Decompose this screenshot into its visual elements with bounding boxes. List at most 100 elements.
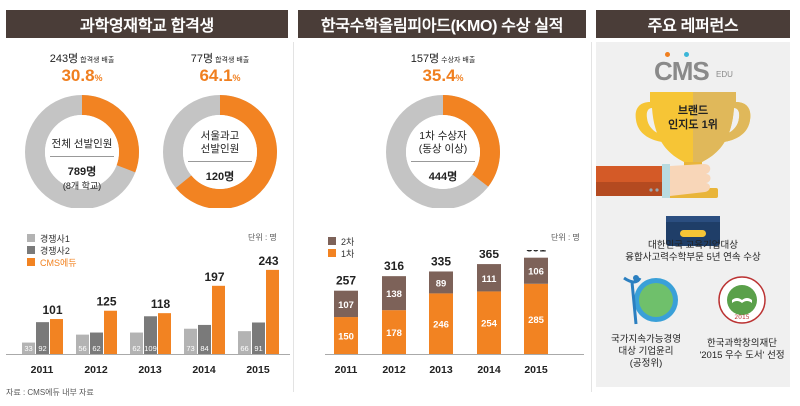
- bar-경쟁사1-2013: [130, 332, 143, 354]
- bar-경쟁사2-2015: [252, 322, 265, 354]
- donut-slice-highlight: [81, 95, 139, 173]
- legend-item-round2: 2차: [328, 235, 354, 247]
- donut-caption-text: 수상자 배출: [439, 57, 476, 64]
- legend-item-competitor2: 경쟁사2: [27, 244, 77, 256]
- bar-value-label: 285: [528, 315, 545, 326]
- kmo-panel: 한국수학올림피아드(KMO) 수상 실적: [298, 10, 586, 38]
- refs-content: CMS EDU 브랜드 인지도 1위 대한민국 교육기업대상 융합사고력수학부문…: [596, 42, 790, 387]
- science-foundation-seal-icon: 2015: [718, 276, 766, 324]
- bar-2차-2014: [477, 264, 501, 292]
- legend-item-cms: CMS에듀: [27, 256, 77, 268]
- donut-center-label-2: 선발인원: [200, 143, 240, 155]
- science-chart-legend: 경쟁사1 경쟁사2 CMS에듀: [27, 232, 77, 268]
- science-bar-chart: 33 92 101 2011 56 62 125 2012 62 109 118 2013 73 84 19…: [6, 254, 290, 376]
- donut-caption-number: 157명: [410, 53, 440, 65]
- bar-CMS에듀-2014: [212, 285, 225, 354]
- bar-total-label: 197: [204, 270, 224, 284]
- bar-value-label: 138: [386, 289, 402, 300]
- bar-value-label: 150: [338, 332, 354, 343]
- bar-1차-2012: [382, 310, 406, 354]
- donut-center-label: 서울과고: [200, 130, 240, 142]
- bar-value-label: 56: [78, 344, 86, 353]
- sustainability-award-icon: [623, 275, 678, 325]
- bar-value-label: 84: [200, 344, 208, 353]
- bar-value-label: 109: [144, 344, 157, 353]
- x-tick-label: 2014: [477, 364, 501, 376]
- source-note: 자료 : CMS에듀 내부 자료: [6, 388, 94, 397]
- bar-total-label: 243: [258, 254, 278, 268]
- bar-2차-2015: [524, 257, 548, 284]
- x-tick-label: 2011: [335, 364, 358, 376]
- bar-value-label: 178: [386, 328, 402, 339]
- refs-panel-title: 주요 레퍼런스: [596, 10, 790, 38]
- bar-value-label: 106: [528, 267, 544, 278]
- refs-panel: 주요 레퍼런스: [596, 10, 790, 38]
- x-tick-label: 2011: [31, 364, 54, 376]
- bar-total-label: 118: [151, 297, 171, 311]
- bar-2차-2012: [382, 276, 406, 311]
- svg-text:2015: 2015: [734, 314, 749, 321]
- bar-value-label: 62: [92, 344, 100, 353]
- donut-chart: [25, 95, 139, 208]
- bar-CMS에듀-2011: [50, 319, 63, 354]
- bar-total-label: 335: [431, 254, 451, 268]
- donut-center-label: 1차 수상자: [419, 130, 467, 142]
- bar-total-label: 391: [526, 250, 546, 255]
- bar-value-label: 73: [186, 344, 194, 353]
- cms-logo: CMS EDU: [654, 52, 744, 86]
- bar-1차-2011: [334, 317, 358, 354]
- bar-CMS에듀-2013: [158, 313, 171, 354]
- bar-2차-2013: [429, 271, 453, 294]
- donut-caption-number: 243명: [49, 53, 79, 65]
- donut-hole: [406, 115, 480, 189]
- donut-center-value: 120명: [205, 171, 235, 183]
- donut-center-label-2: (동상 이상): [418, 143, 468, 155]
- award-text: 대한민국 교육기업대상 융합사고력수학부문 5년 연속 수상: [625, 240, 761, 263]
- donut-slice-highlight: [442, 95, 500, 187]
- kmo-bar-chart: 150 107 257 2011 178 138 316 2012 246 89 335 2013 25…: [325, 250, 584, 376]
- logo-dot-blue: [684, 52, 689, 57]
- donut-center-value: 444명: [428, 171, 458, 183]
- bar-1차-2013: [429, 293, 453, 354]
- bar-경쟁사1-2015: [238, 331, 251, 354]
- bar-total-label: 125: [96, 295, 116, 309]
- bar-total-label: 365: [479, 250, 499, 261]
- bar-경쟁사2-2013: [144, 316, 157, 354]
- bar-value-label: 91: [254, 344, 262, 353]
- donut-caption-text: 합격생 배출: [78, 57, 115, 64]
- bar-value-label: 66: [240, 344, 248, 353]
- trophy-plate: [680, 230, 706, 237]
- donut-hole: [45, 115, 119, 189]
- trophy-hand-icon: [596, 92, 751, 246]
- donut-percent: 30.8%: [61, 66, 103, 85]
- science-foundation-text: 한국과학창의재단 '2015 우수 도서' 선정: [699, 338, 785, 361]
- legend-item-competitor1: 경쟁사1: [27, 232, 77, 244]
- donut-percent: 35.4%: [422, 66, 464, 85]
- bar-CMS에듀-2012: [104, 310, 117, 354]
- donut-hole: [183, 115, 257, 189]
- x-tick-label: 2013: [138, 364, 162, 376]
- donut-center-sub: (8개 학교): [62, 181, 102, 191]
- kmo-panel-title: 한국수학올림피아드(KMO) 수상 실적: [298, 10, 586, 38]
- bar-경쟁사2-2014: [198, 324, 211, 354]
- bar-value-label: 254: [481, 319, 498, 330]
- divider: [188, 161, 252, 162]
- kmo-unit-label: 단위 : 명: [551, 233, 580, 242]
- science-donut-total: 243명 합격생 배출 30.8% 전체 선발인원 789명 (8개 학교): [12, 50, 152, 208]
- bar-경쟁사1-2011: [22, 342, 35, 354]
- bar-total-label: 101: [42, 303, 62, 317]
- legend-swatch: [328, 249, 336, 257]
- donut-center-label: 전체 선발인원: [51, 138, 113, 150]
- bar-value-label: 62: [132, 344, 140, 353]
- bar-total-label: 316: [384, 259, 404, 273]
- legend-swatch: [27, 246, 35, 254]
- science-unit-label: 단위 : 명: [248, 233, 277, 242]
- kmo-donut: 157명 수상자 배출 35.4% 1차 수상자 (동상 이상) 444명: [373, 50, 513, 208]
- donut-percent: 64.1%: [199, 66, 241, 85]
- bar-value-label: 92: [38, 344, 46, 353]
- donut-caption-text: 합격생 배출: [213, 57, 250, 64]
- donut-caption-number: 77명: [190, 53, 214, 65]
- bar-경쟁사2-2012: [90, 332, 103, 354]
- divider: [411, 161, 475, 162]
- bar-경쟁사1-2014: [184, 328, 197, 354]
